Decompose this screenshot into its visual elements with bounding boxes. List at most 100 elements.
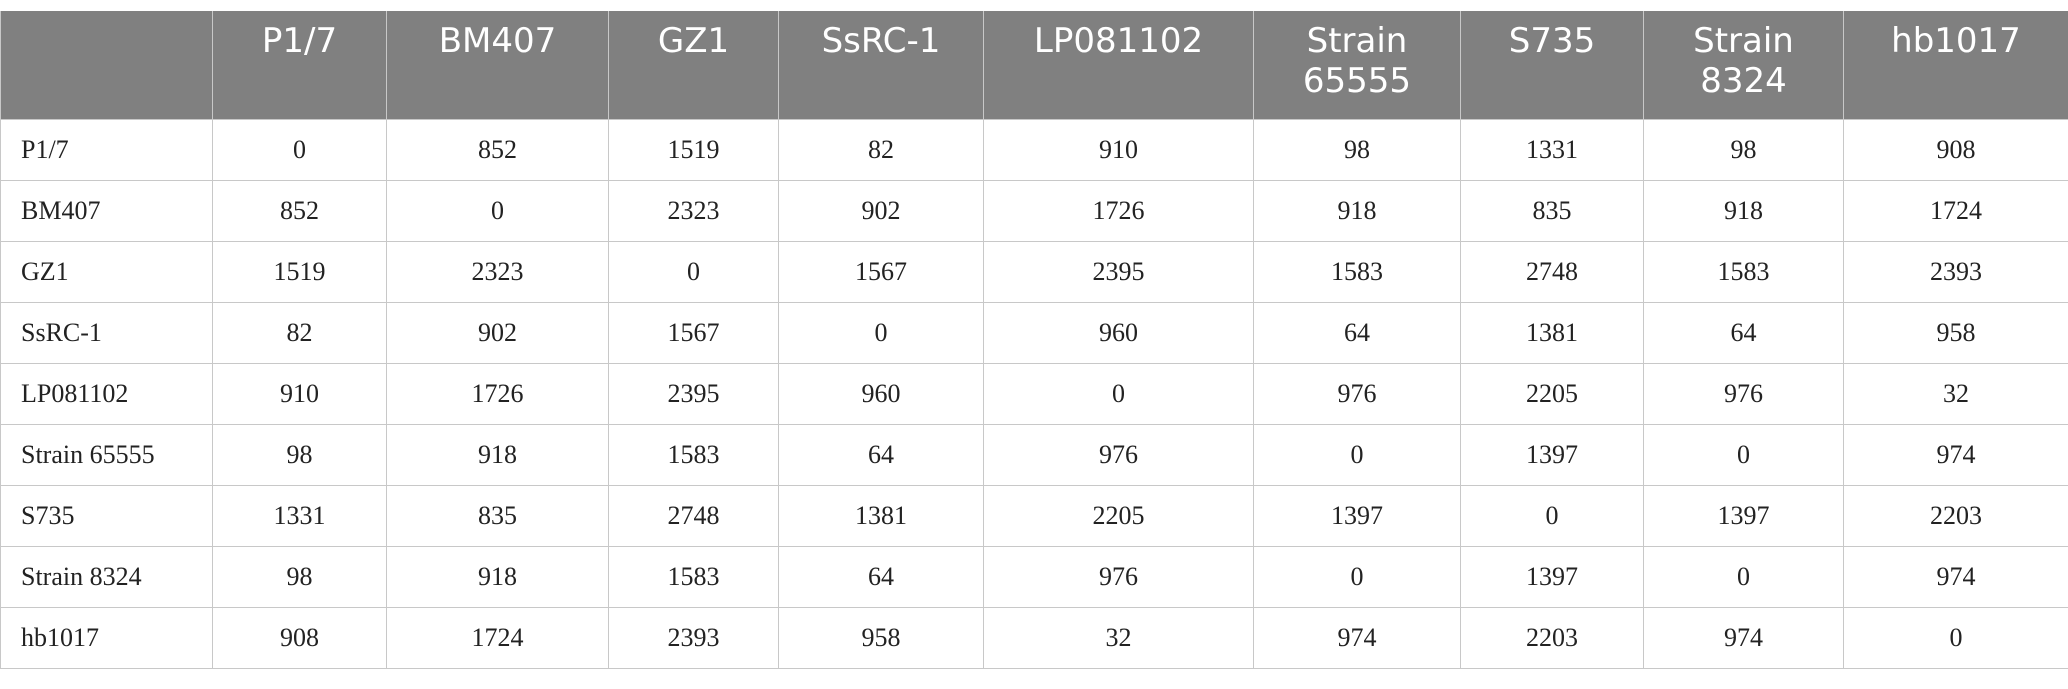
cell-value: 98 — [212, 423, 387, 486]
cell-value: 32 — [1843, 362, 2068, 425]
column-header: P1/7 — [212, 11, 387, 119]
cell-value: 958 — [778, 606, 984, 669]
row-label: SsRC-1 — [0, 301, 213, 364]
cell-value: 910 — [212, 362, 387, 425]
cell-value: 902 — [386, 301, 609, 364]
table-row: SsRC-1 82 902 1567 0 960 64 1381 64 958 — [0, 301, 2068, 364]
row-label: Strain 8324 — [0, 545, 213, 608]
column-header: hb1017 — [1843, 11, 2068, 119]
cell-value: 32 — [983, 606, 1254, 669]
corner-cell — [0, 11, 213, 119]
cell-value: 0 — [386, 179, 609, 242]
cell-value: 2323 — [608, 179, 779, 242]
cell-value: 1519 — [608, 118, 779, 181]
cell-value: 1331 — [1460, 118, 1644, 181]
cell-value: 0 — [1643, 423, 1844, 486]
cell-value: 1583 — [608, 423, 779, 486]
cell-value: 0 — [1843, 606, 2068, 669]
cell-value: 98 — [1253, 118, 1461, 181]
cell-value: 0 — [778, 301, 984, 364]
cell-value: 1519 — [212, 240, 387, 303]
cell-value: 960 — [778, 362, 984, 425]
cell-value: 974 — [1843, 545, 2068, 608]
row-label: GZ1 — [0, 240, 213, 303]
cell-value: 1583 — [1253, 240, 1461, 303]
cell-value: 1567 — [608, 301, 779, 364]
cell-value: 98 — [1643, 118, 1844, 181]
cell-value: 2748 — [1460, 240, 1644, 303]
table-row: GZ1 1519 2323 0 1567 2395 1583 2748 1583 2393 — [0, 240, 2068, 303]
cell-value: 64 — [778, 545, 984, 608]
cell-value: 0 — [1643, 545, 1844, 608]
cell-value: 974 — [1843, 423, 2068, 486]
cell-value: 1381 — [778, 484, 984, 547]
cell-value: 910 — [983, 118, 1254, 181]
cell-value: 98 — [212, 545, 387, 608]
column-header: LP081102 — [983, 11, 1254, 119]
cell-value: 1726 — [386, 362, 609, 425]
cell-value: 1397 — [1253, 484, 1461, 547]
cell-value: 976 — [1643, 362, 1844, 425]
cell-value: 835 — [1460, 179, 1644, 242]
header-row: P1/7 BM407 GZ1 SsRC-1 LP081102 Strain 65555 S7… — [0, 11, 2068, 119]
table-wrap: P1/7 BM407 GZ1 SsRC-1 LP081102 Strain 65555 S7… — [0, 11, 2068, 669]
cell-value: 1567 — [778, 240, 984, 303]
column-header: Strain 65555 — [1253, 11, 1461, 119]
cell-value: 974 — [1643, 606, 1844, 669]
cell-value: 1397 — [1643, 484, 1844, 547]
cell-value: 2203 — [1843, 484, 2068, 547]
table-row: Strain 8324 98 918 1583 64 976 0 1397 0 974 — [0, 545, 2068, 608]
row-label: BM407 — [0, 179, 213, 242]
row-label: LP081102 — [0, 362, 213, 425]
cell-value: 974 — [1253, 606, 1461, 669]
table-row: S735 1331 835 2748 1381 2205 1397 0 1397 2203 — [0, 484, 2068, 547]
cell-value: 1583 — [1643, 240, 1844, 303]
cell-value: 2393 — [608, 606, 779, 669]
cell-value: 2393 — [1843, 240, 2068, 303]
column-header: GZ1 — [608, 11, 779, 119]
cell-value: 64 — [778, 423, 984, 486]
cell-value: 2395 — [608, 362, 779, 425]
table-row: Strain 65555 98 918 1583 64 976 0 1397 0 974 — [0, 423, 2068, 486]
cell-value: 976 — [983, 545, 1254, 608]
cell-value: 1724 — [386, 606, 609, 669]
column-header: S735 — [1460, 11, 1644, 119]
cell-value: 64 — [1253, 301, 1461, 364]
cell-value: 852 — [386, 118, 609, 181]
cell-value: 1724 — [1843, 179, 2068, 242]
cell-value: 2203 — [1460, 606, 1644, 669]
cell-value: 2395 — [983, 240, 1254, 303]
cell-value: 2205 — [1460, 362, 1644, 425]
column-header: BM407 — [386, 11, 609, 119]
cell-value: 918 — [386, 545, 609, 608]
cell-value: 0 — [983, 362, 1254, 425]
cell-value: 1397 — [1460, 423, 1644, 486]
row-label: hb1017 — [0, 606, 213, 669]
table-body: P1/7 0 852 1519 82 910 98 1331 98 908 BM407 852 0 232… — [0, 118, 2068, 669]
cell-value: 0 — [1253, 423, 1461, 486]
cell-value: 82 — [212, 301, 387, 364]
cell-value: 908 — [1843, 118, 2068, 181]
row-label: S735 — [0, 484, 213, 547]
column-header: SsRC-1 — [778, 11, 984, 119]
column-header: Strain 8324 — [1643, 11, 1844, 119]
cell-value: 2323 — [386, 240, 609, 303]
cell-value: 958 — [1843, 301, 2068, 364]
cell-value: 2205 — [983, 484, 1254, 547]
table-row: P1/7 0 852 1519 82 910 98 1331 98 908 — [0, 118, 2068, 181]
cell-value: 960 — [983, 301, 1254, 364]
cell-value: 82 — [778, 118, 984, 181]
row-label: P1/7 — [0, 118, 213, 181]
cell-value: 976 — [983, 423, 1254, 486]
cell-value: 902 — [778, 179, 984, 242]
cell-value: 1583 — [608, 545, 779, 608]
cell-value: 918 — [1253, 179, 1461, 242]
cell-value: 64 — [1643, 301, 1844, 364]
table-row: BM407 852 0 2323 902 1726 918 835 918 1724 — [0, 179, 2068, 242]
cell-value: 1381 — [1460, 301, 1644, 364]
cell-value: 835 — [386, 484, 609, 547]
cell-value: 0 — [608, 240, 779, 303]
cell-value: 0 — [1460, 484, 1644, 547]
table-head: P1/7 BM407 GZ1 SsRC-1 LP081102 Strain 65555 S7… — [0, 11, 2068, 119]
